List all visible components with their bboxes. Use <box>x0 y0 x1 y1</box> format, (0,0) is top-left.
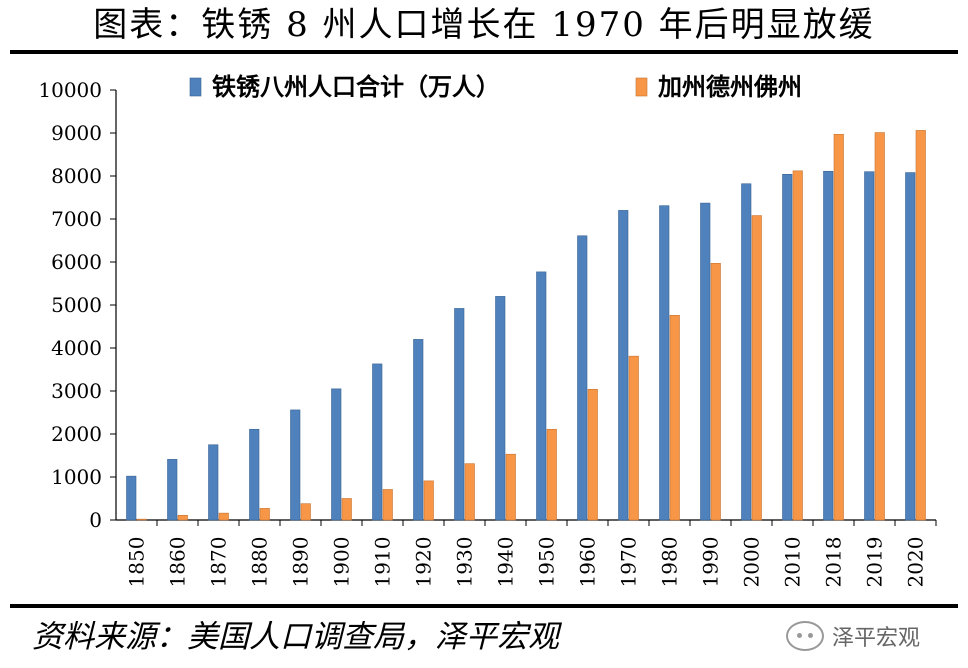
bar-ca-tx-fl <box>300 503 311 521</box>
bar-ca-tx-fl <box>915 130 926 521</box>
bar-rust-belt <box>167 459 178 521</box>
bar-ca-tx-fl <box>218 512 229 521</box>
x-tick-label: 1990 <box>699 537 723 588</box>
legend-swatch <box>635 77 648 97</box>
bar-rust-belt <box>700 202 711 521</box>
x-tick-label: 2010 <box>781 537 805 588</box>
watermark-text: 泽平宏观 <box>832 626 921 651</box>
bar-ca-tx-fl <box>423 480 434 521</box>
bar-rust-belt <box>249 428 260 521</box>
y-tick-label: 4000 <box>51 336 102 360</box>
source-note: 资料来源：美国人口调查局，泽平宏观 <box>32 619 559 655</box>
y-tick-label: 9000 <box>51 121 102 145</box>
watermark: 泽平宏观 <box>786 618 920 654</box>
x-tick-label: 2020 <box>904 537 928 588</box>
bar-rust-belt <box>413 339 424 521</box>
bar-ca-tx-fl <box>874 132 885 521</box>
bar-ca-tx-fl <box>792 170 803 521</box>
bar-rust-belt <box>126 475 137 521</box>
bar-ca-tx-fl <box>136 518 147 521</box>
y-tick-label: 6000 <box>51 250 102 274</box>
chart-title: 图表：铁锈 8 州人口增长在 1970 年后明显放缓 <box>93 5 875 45</box>
bar-ca-tx-fl <box>177 514 188 521</box>
bar-rust-belt <box>905 172 916 521</box>
bar-rust-belt <box>331 388 342 521</box>
y-tick-label: 2000 <box>51 422 102 446</box>
bar-rust-belt <box>618 210 629 521</box>
legend-label: 铁锈八州人口合计（万人） <box>212 73 500 101</box>
x-tick-label: 1850 <box>125 537 149 588</box>
x-tick-label: 1970 <box>617 537 641 588</box>
legend-swatch <box>189 77 202 97</box>
x-tick-label: 1980 <box>658 537 682 588</box>
x-tick-label: 1880 <box>248 537 272 588</box>
y-tick-label: 7000 <box>51 207 102 231</box>
bar-ca-tx-fl <box>382 489 393 521</box>
y-tick-label: 3000 <box>51 379 102 403</box>
x-tick-label: 1890 <box>289 537 313 588</box>
bar-ca-tx-fl <box>669 315 680 521</box>
bar-ca-tx-fl <box>710 262 721 521</box>
y-tick-label: 1000 <box>51 465 102 489</box>
x-tick-label: 1940 <box>494 537 518 588</box>
bar-ca-tx-fl <box>546 428 557 521</box>
y-tick-label: 8000 <box>51 164 102 188</box>
bar-rust-belt <box>577 235 588 521</box>
x-tick-label: 1900 <box>330 537 354 588</box>
x-tick-label: 1870 <box>207 537 231 588</box>
x-tick-label: 2019 <box>863 537 887 588</box>
bar-rust-belt <box>372 363 383 521</box>
bar-ca-tx-fl <box>833 133 844 521</box>
bar-rust-belt <box>208 444 219 521</box>
bar-rust-belt <box>823 170 834 521</box>
x-tick-label: 1930 <box>453 537 477 588</box>
bar-ca-tx-fl <box>751 215 762 521</box>
y-tick-label: 10000 <box>38 78 102 102</box>
x-tick-label: 2018 <box>822 537 846 588</box>
y-tick-label: 0 <box>89 508 102 532</box>
bar-rust-belt <box>454 308 465 521</box>
x-tick-label: 1860 <box>166 537 190 588</box>
bar-ca-tx-fl <box>587 388 598 521</box>
wechat-icon <box>786 621 824 651</box>
bar-rust-belt <box>495 296 506 521</box>
x-tick-label: 1950 <box>535 537 559 588</box>
bar-rust-belt <box>536 271 547 521</box>
bar-ca-tx-fl <box>259 508 270 521</box>
bar-rust-belt <box>864 171 875 521</box>
bottom-rule <box>10 604 958 608</box>
legend-label: 加州德州佛州 <box>658 73 802 101</box>
x-tick-label: 1960 <box>576 537 600 588</box>
bar-rust-belt <box>741 183 752 521</box>
bar-rust-belt <box>659 205 670 521</box>
bar-rust-belt <box>782 173 793 521</box>
x-tick-label: 1920 <box>412 537 436 588</box>
bar-chart: 0 1000 2000 3000 4000 5000 6000 7000 8000 9000 100… <box>38 73 937 588</box>
bar-rust-belt <box>290 409 301 521</box>
x-tick-label: 1910 <box>371 537 395 588</box>
bar-ca-tx-fl <box>505 453 516 521</box>
top-rule <box>10 50 958 54</box>
bar-ca-tx-fl <box>464 463 475 521</box>
bar-ca-tx-fl <box>341 498 352 521</box>
bar-ca-tx-fl <box>628 355 639 521</box>
x-tick-label: 2000 <box>740 537 764 588</box>
y-tick-label: 5000 <box>51 293 102 317</box>
